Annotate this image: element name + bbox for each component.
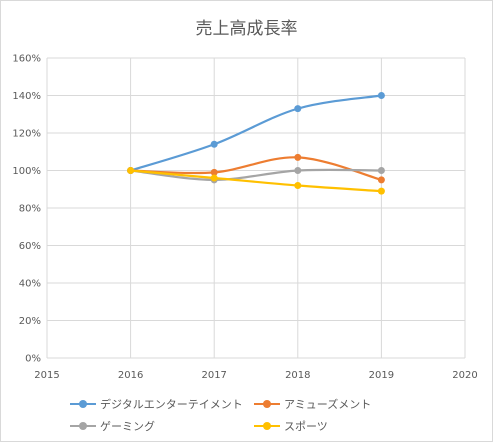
y-tick-label: 160% — [12, 54, 41, 65]
x-tick-label: 2018 — [285, 370, 310, 381]
x-tick-label: 2015 — [34, 370, 59, 381]
data-point-3 — [377, 187, 385, 195]
y-tick-label: 60% — [19, 241, 41, 252]
y-tick-label: 0% — [25, 354, 41, 365]
gridlines — [46, 57, 466, 359]
data-point-1 — [210, 168, 218, 176]
series-line-3 — [130, 169, 382, 193]
data-point-0 — [294, 105, 302, 113]
y-tick-label: 40% — [19, 279, 41, 290]
data-point-2 — [294, 167, 302, 174]
x-tick-label: 2019 — [369, 370, 394, 381]
data-point-0 — [377, 92, 385, 99]
series-group — [127, 92, 385, 195]
y-tick-label: 80% — [19, 204, 41, 215]
y-tick-label: 100% — [12, 166, 41, 177]
x-tick-label: 2020 — [452, 370, 477, 381]
series-line-1 — [130, 156, 382, 181]
data-point-1 — [377, 176, 385, 184]
y-tick-label: 20% — [19, 316, 41, 327]
series-line-2 — [130, 168, 382, 181]
x-tick-label: 2017 — [201, 370, 226, 381]
data-point-3 — [294, 182, 302, 189]
data-point-3 — [210, 174, 218, 182]
chart-title: 売上高成長率 — [195, 19, 298, 39]
series-line-0 — [130, 94, 382, 172]
y-axis-ticks: 0% 20% 40% 60% 80% 100% 120% 140% 160% — [12, 54, 41, 365]
data-point-1 — [294, 153, 302, 161]
y-tick-label: 140% — [12, 91, 41, 102]
data-point-2 — [377, 167, 385, 174]
x-tick-label: 2016 — [118, 370, 143, 381]
data-point-3 — [127, 167, 135, 174]
x-axis-ticks: 2015 2016 2017 2018 2019 2020 — [34, 370, 477, 381]
y-tick-label: 120% — [12, 129, 41, 140]
data-point-0 — [210, 140, 218, 148]
